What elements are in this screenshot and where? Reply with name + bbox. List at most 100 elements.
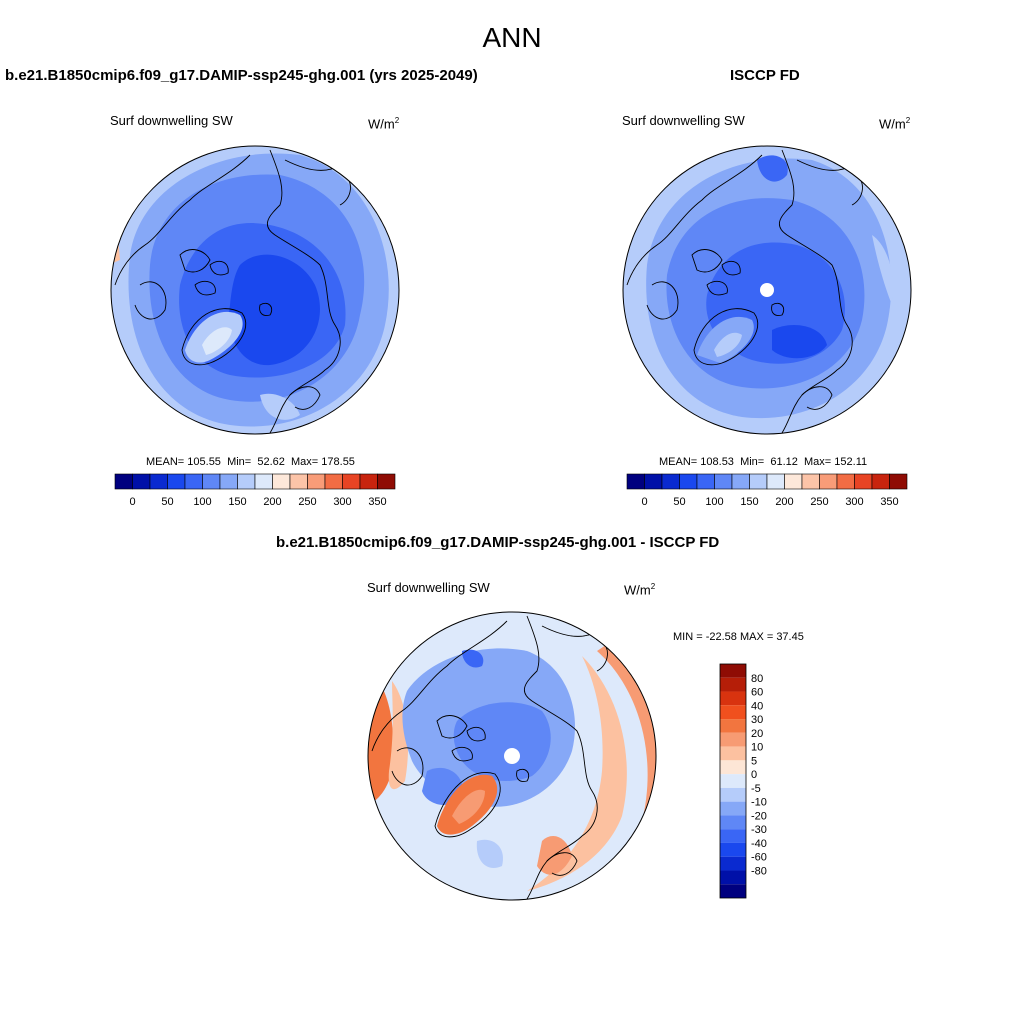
left-colorbar: 0 50 100 150 200 250 300 350 [114, 473, 396, 508]
colorbar-swatch [324, 473, 343, 490]
diff-units-label: W/m2 [624, 582, 655, 597]
left-min-value: 52.62 [257, 456, 285, 468]
colorbar-tick-label: -40 [751, 838, 767, 850]
colorbar-swatch [720, 746, 746, 761]
season-title: ANN [482, 22, 542, 53]
warm-ring-inner [527, 656, 627, 891]
colorbar-swatch [871, 473, 890, 490]
right-colorbar: 0 50 100 150 200 250 300 350 [626, 473, 908, 508]
colorbar-tick-label: 40 [751, 700, 763, 712]
colorbar-swatch [202, 473, 221, 490]
colorbar-swatch [720, 774, 746, 788]
colorbar-tick-label: 250 [810, 496, 828, 508]
colorbar-swatch [114, 473, 133, 490]
colorbar-tick-label: -5 [751, 783, 761, 795]
colorbar-tick-label: 100 [193, 496, 211, 508]
greenland-core [714, 332, 742, 357]
left-units-label: W/m2 [368, 116, 399, 131]
colorbar-tick-label: -60 [751, 852, 767, 864]
colorbar-swatch [731, 473, 750, 490]
colorbar-swatch [626, 473, 645, 490]
colorbar-tick-label: 200 [263, 496, 281, 508]
coast-hudson [391, 747, 424, 786]
colorbar-tick-label: 60 [751, 687, 763, 699]
colorbar-swatch [836, 473, 855, 490]
greenland-warm-core [452, 789, 485, 824]
colorbar-swatch [801, 473, 820, 490]
colorbar-swatch [720, 842, 746, 857]
left-units-base: W/m [368, 116, 395, 132]
left-stats: MEAN= 105.55 Min= 52.62 Max= 178.55 [146, 456, 355, 468]
coast-greenland [181, 308, 247, 366]
colorbar-tick-label: 350 [880, 496, 898, 508]
colorbar-swatch [714, 473, 733, 490]
right-max-label: Max= [804, 456, 832, 468]
left-max-label: Max= [291, 456, 319, 468]
colorbar-swatch [644, 473, 663, 490]
colorbar-tick-label: 80 [751, 673, 763, 685]
left-mean-label: MEAN= [146, 456, 185, 468]
right-variable-label: Surf downwelling SW [622, 113, 745, 128]
left-units-exp: 2 [394, 116, 400, 125]
cool-inner [453, 702, 551, 781]
colorbar-tick-label: 0 [751, 769, 757, 781]
left-min-label: Min= [227, 456, 252, 468]
coast-hudson [134, 281, 167, 320]
colorbar-tick-label: 5 [751, 755, 757, 767]
colorbar-swatch [766, 473, 785, 490]
colorbar-swatch [720, 884, 746, 898]
colorbar-tick-label: 50 [673, 496, 685, 508]
coast-archipelago [691, 249, 741, 296]
greenland-core [202, 327, 232, 355]
colorbar-swatch [696, 473, 715, 490]
pole-hole [760, 283, 774, 297]
colorbar-swatch [720, 664, 746, 678]
coast-greenland [434, 772, 501, 838]
right-mean-label: MEAN= [659, 456, 698, 468]
diff-minmax: MIN = -22.58 MAX = 37.45 [673, 631, 804, 643]
colorbar-swatch [720, 856, 746, 871]
right-case-title: ISCCP FD [730, 67, 800, 84]
colorbar-swatch [661, 473, 680, 490]
field-top-blob [757, 155, 788, 182]
colorbar-tick-label: 350 [368, 496, 386, 508]
coast-svalbard [516, 768, 530, 782]
tibet-patch [260, 393, 300, 420]
right-polar-map [622, 145, 912, 435]
colorbar-tick-label: -20 [751, 810, 767, 822]
coast-hudson [646, 281, 679, 320]
left-max-value: 178.55 [321, 456, 355, 468]
coast-archipelago [436, 715, 486, 762]
colorbar-swatch [254, 473, 273, 490]
map-border [110, 145, 400, 435]
colorbar-swatch [854, 473, 873, 490]
colorbar-swatch [720, 870, 746, 885]
right-stats: MEAN= 108.53 Min= 61.12 Max= 152.11 [659, 456, 867, 468]
colorbar-swatch [749, 473, 768, 490]
colorbar-swatch [720, 815, 746, 830]
left-warm-patch [112, 237, 120, 263]
colorbar-swatch [889, 473, 908, 490]
colorbar-tick-label: 0 [641, 496, 647, 508]
field-deep [229, 254, 320, 366]
colorbar-swatch [132, 473, 151, 490]
colorbar-swatch [219, 473, 238, 490]
colorbar-tick-label: 150 [740, 496, 758, 508]
colorbar-tick-label: 30 [751, 714, 763, 726]
colorbar-swatch [720, 677, 746, 692]
colorbar-tick-label: 250 [298, 496, 316, 508]
left-variable-label: Surf downwelling SW [110, 113, 233, 128]
map-border [622, 145, 912, 435]
coast-north-america [114, 154, 251, 286]
right-units-label: W/m2 [879, 116, 910, 131]
colorbar-tick-label: 300 [845, 496, 863, 508]
colorbar-swatch [819, 473, 838, 490]
colorbar-swatch [720, 760, 746, 775]
map-border [367, 611, 657, 901]
diff-case-title: b.e21.B1850cmip6.f09_g17.DAMIP-ssp245-gh… [276, 534, 720, 551]
colorbar-swatch [307, 473, 326, 490]
colorbar-tick-label: 100 [705, 496, 723, 508]
colorbar-swatch [720, 719, 746, 733]
colorbar-swatch [184, 473, 203, 490]
